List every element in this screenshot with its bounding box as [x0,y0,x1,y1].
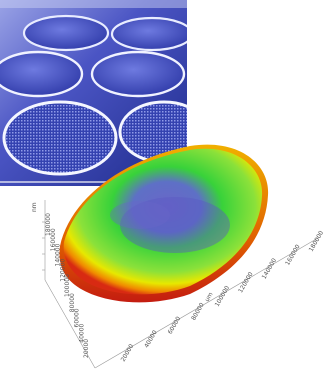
wafer [90,50,186,98]
surface-top [63,148,263,295]
z-axis: nm [31,202,45,271]
y-tick-label: 100000 [64,274,71,297]
y-tick-label: 40000 [78,323,85,342]
z-axis-label: nm [31,202,38,212]
y-tick-label: 180000 [45,213,52,236]
x-axis-label: um [204,291,215,303]
wafer [2,100,118,176]
y-tick-label: 140000 [55,243,62,266]
wafer [110,16,187,52]
y-tick-label: 80000 [69,293,76,312]
x-tick-label: 20000 [120,343,136,363]
x-tick-label: 140000 [261,257,279,280]
y-tick-label: 60000 [74,308,81,327]
x-tick-label: 100000 [214,285,232,308]
y-axis: 1800001600001400001200001000008000060000… [45,213,90,358]
x-tick-label: 80000 [190,302,206,322]
x-tick-label: 180000 [308,230,326,253]
y-tick-label: 20000 [83,339,90,358]
y-tick-label: 120000 [59,259,66,282]
x-tick-label: 120000 [237,271,255,294]
x-tick-label: 60000 [167,315,183,335]
wafer-tray-photo [0,0,187,186]
y-tick-label: 160000 [50,228,57,251]
wafer [0,50,84,98]
x-tick-label: 160000 [284,243,302,266]
wafer [22,14,110,52]
x-tick-label: 40000 [143,329,159,349]
